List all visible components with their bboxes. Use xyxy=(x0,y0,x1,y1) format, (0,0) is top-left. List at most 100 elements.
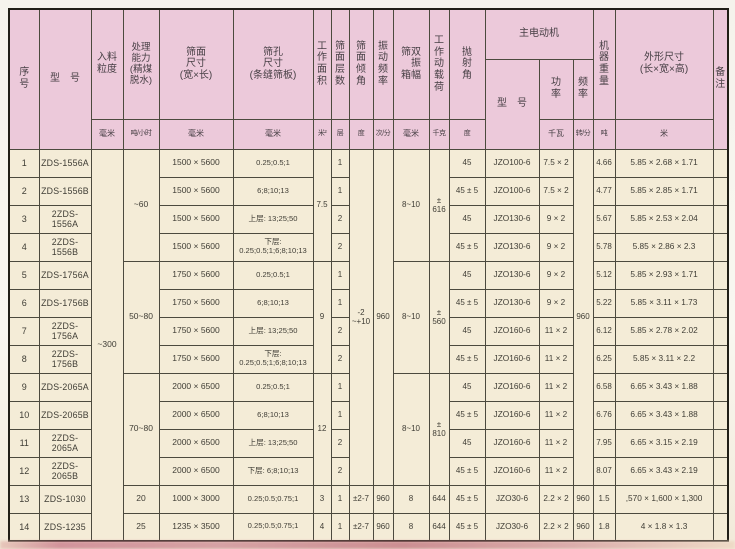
cell-dims: 5.85 × 2.78 × 2.02 xyxy=(614,316,714,346)
unit-dyn-load: 千克 xyxy=(428,118,450,150)
unit-deck-layers: 层 xyxy=(330,118,350,150)
cell-deck_layers: 1 xyxy=(330,512,350,542)
cell-serial: 14 xyxy=(8,512,40,542)
header-deck-angle: 筛 面 倾 角 xyxy=(348,8,374,120)
cell-double_amp: 8~10 xyxy=(392,260,430,374)
table-row: 7 2ZDS-1756A 1750 × 5600 上层: 13;25;50 2 45 JZO… xyxy=(8,316,729,346)
cell-aperture: 上层: 13;25;50 xyxy=(232,428,314,458)
unit-capacity: 吨/小时 xyxy=(122,118,160,150)
cell-motor_power: 11 × 2 xyxy=(538,428,574,458)
cell-capacity: ~60 xyxy=(122,148,160,262)
scan-edge-artifact xyxy=(0,541,735,549)
cell-remarks xyxy=(712,456,729,486)
cell-motor_model: JZO130-6 xyxy=(484,204,540,234)
cell-motor_power: 9 × 2 xyxy=(538,232,574,262)
cell-aperture: 0.25;0.5;1 xyxy=(232,148,314,178)
cell-throw_angle: 45 xyxy=(448,428,486,458)
cell-weight: 6.12 xyxy=(592,316,616,346)
cell-motor_power: 2.2 × 2 xyxy=(538,512,574,542)
cell-deck_layers: 1 xyxy=(330,400,350,430)
cell-motor_power: 11 × 2 xyxy=(538,316,574,346)
cell-remarks xyxy=(712,512,729,542)
cell-aperture: 6;8;10;13 xyxy=(232,176,314,206)
cell-throw_angle: 45 xyxy=(448,204,486,234)
cell-motor_power: 7.5 × 2 xyxy=(538,176,574,206)
cell-work_area: 4 xyxy=(312,512,332,542)
cell-serial: 2 xyxy=(8,176,40,206)
cell-motor_power: 11 × 2 xyxy=(538,372,574,402)
cell-remarks xyxy=(712,148,729,178)
table-row: 13 ZDS-1030 20 1000 × 3000 0.25;0.5;0.75;1 3 1… xyxy=(8,484,729,514)
cell-deck_layers: 1 xyxy=(330,260,350,290)
header-dims: 外形尺寸 (长×宽×高) xyxy=(614,8,714,120)
cell-double_amp: 8 xyxy=(392,512,430,542)
cell-motor_power: 2.2 × 2 xyxy=(538,484,574,514)
cell-weight: 5.78 xyxy=(592,232,616,262)
cell-serial: 5 xyxy=(8,260,40,290)
header-motor-power: 功 率 xyxy=(538,58,574,120)
cell-dyn_load: ± 560 xyxy=(428,260,450,374)
cell-motor_power: 9 × 2 xyxy=(538,204,574,234)
cell-aperture: 0.25;0.5;1 xyxy=(232,372,314,402)
spec-table: 序 号 型 号 入料 粒度 处理 能力 (精煤 脱水) 筛面 尺寸 (宽×长) … xyxy=(8,8,730,542)
unit-double-amp: 毫米 xyxy=(392,118,430,150)
cell-serial: 3 xyxy=(8,204,40,234)
cell-deck_angle: ±2-7 xyxy=(348,512,374,542)
cell-dyn_load: 644 xyxy=(428,484,450,514)
cell-deck_layers: 1 xyxy=(330,484,350,514)
cell-serial: 7 xyxy=(8,316,40,346)
spec-table-body: 1 ZDS-1556A ~300 ~60 1500 × 5600 0.25;0.5;1 7.… xyxy=(8,148,729,542)
cell-aperture: 下层: 0.25;0.5;1;6;8;10;13 xyxy=(232,344,314,374)
cell-motor_power: 7.5 × 2 xyxy=(538,148,574,178)
unit-throw-angle: 度 xyxy=(448,118,486,150)
cell-throw_angle: 45 xyxy=(448,372,486,402)
header-remarks: 备 注 xyxy=(712,8,729,150)
cell-throw_angle: 45 ± 5 xyxy=(448,288,486,318)
cell-model: 2ZDS-1556A xyxy=(38,204,92,234)
cell-dims: 5.85 × 2.68 × 1.71 xyxy=(614,148,714,178)
cell-serial: 8 xyxy=(8,344,40,374)
cell-feed_size: ~300 xyxy=(90,148,124,542)
header-feed-size: 入料 粒度 xyxy=(90,8,124,120)
cell-aperture: 0.25;0.5;0.75;1 xyxy=(232,512,314,542)
cell-deck_layers: 2 xyxy=(330,316,350,346)
cell-deck_angle: -2 ~+10 xyxy=(348,148,374,486)
cell-motor_model: JZO30-6 xyxy=(484,484,540,514)
cell-remarks xyxy=(712,428,729,458)
cell-deck_size: 2000 × 6500 xyxy=(158,400,234,430)
cell-motor_model: JZO130-6 xyxy=(484,260,540,290)
header-vib-freq: 振 动 频 率 xyxy=(372,8,394,120)
cell-motor_model: JZO160-6 xyxy=(484,428,540,458)
cell-throw_angle: 45 ± 5 xyxy=(448,484,486,514)
header-motor-freq: 频 率 xyxy=(572,58,594,120)
cell-motor_model: JZO130-6 xyxy=(484,232,540,262)
cell-remarks xyxy=(712,176,729,206)
header-double-amp: 筛双 振 箱幅 xyxy=(392,8,430,120)
cell-dims: 4 × 1.8 × 1.3 xyxy=(614,512,714,542)
cell-motor_power: 9 × 2 xyxy=(538,260,574,290)
cell-remarks xyxy=(712,344,729,374)
unit-deck-size: 毫米 xyxy=(158,118,234,150)
cell-dims: 6.65 × 3.15 × 2.19 xyxy=(614,428,714,458)
header-capacity: 处理 能力 (精煤 脱水) xyxy=(122,8,160,120)
cell-aperture: 0.25;0.5;0.75;1 xyxy=(232,484,314,514)
cell-deck_layers: 1 xyxy=(330,176,350,206)
cell-motor_model: JZO160-6 xyxy=(484,316,540,346)
cell-dyn_load: ± 810 xyxy=(428,372,450,486)
cell-serial: 10 xyxy=(8,400,40,430)
cell-model: ZDS-2065A xyxy=(38,372,92,402)
cell-weight: 1.5 xyxy=(592,484,616,514)
cell-dims: 6.65 × 3.43 × 1.88 xyxy=(614,400,714,430)
cell-serial: 9 xyxy=(8,372,40,402)
cell-throw_angle: 45 ± 5 xyxy=(448,400,486,430)
cell-dims: 6.65 × 3.43 × 1.88 xyxy=(614,372,714,402)
header-motor-model: 型 号 xyxy=(484,58,540,150)
cell-motor_model: JZO160-6 xyxy=(484,456,540,486)
cell-deck_size: 1000 × 3000 xyxy=(158,484,234,514)
cell-work_area: 7.5 xyxy=(312,148,332,262)
cell-aperture: 上层: 13;25;50 xyxy=(232,316,314,346)
cell-remarks xyxy=(712,204,729,234)
cell-deck_size: 1750 × 5600 xyxy=(158,260,234,290)
cell-deck_layers: 1 xyxy=(330,372,350,402)
